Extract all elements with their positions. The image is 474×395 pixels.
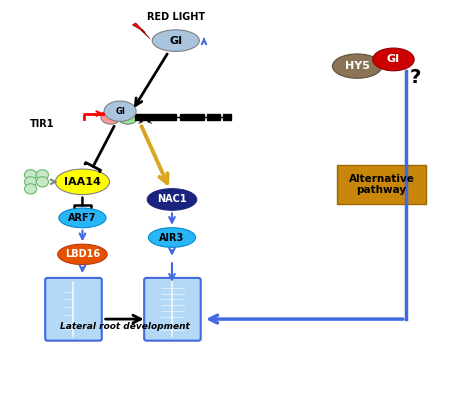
Ellipse shape bbox=[148, 228, 196, 247]
Circle shape bbox=[36, 169, 48, 180]
Ellipse shape bbox=[152, 30, 199, 51]
Ellipse shape bbox=[58, 244, 107, 265]
FancyBboxPatch shape bbox=[223, 114, 231, 120]
Ellipse shape bbox=[118, 112, 137, 124]
Text: HY5: HY5 bbox=[345, 61, 370, 71]
Text: Alternative
pathway: Alternative pathway bbox=[349, 174, 415, 196]
Ellipse shape bbox=[101, 110, 120, 124]
Circle shape bbox=[25, 184, 36, 194]
Text: GI: GI bbox=[115, 107, 125, 116]
FancyBboxPatch shape bbox=[207, 114, 220, 120]
Text: AIR3: AIR3 bbox=[159, 233, 184, 243]
Ellipse shape bbox=[59, 208, 106, 228]
Text: GI: GI bbox=[387, 55, 400, 64]
Circle shape bbox=[25, 169, 36, 180]
Polygon shape bbox=[132, 23, 150, 39]
Text: ARF7: ARF7 bbox=[68, 213, 97, 223]
Circle shape bbox=[36, 177, 48, 187]
FancyBboxPatch shape bbox=[45, 278, 102, 340]
FancyBboxPatch shape bbox=[135, 114, 176, 120]
Text: ?: ? bbox=[410, 68, 421, 87]
Text: NAC1: NAC1 bbox=[157, 194, 187, 205]
Ellipse shape bbox=[332, 54, 382, 78]
Text: GI: GI bbox=[169, 36, 182, 45]
Circle shape bbox=[25, 177, 36, 187]
Text: Lateral root development: Lateral root development bbox=[60, 322, 190, 331]
Text: LBD16: LBD16 bbox=[65, 249, 100, 260]
Ellipse shape bbox=[104, 101, 136, 121]
Text: IAA14: IAA14 bbox=[64, 177, 101, 187]
FancyBboxPatch shape bbox=[144, 278, 201, 340]
FancyBboxPatch shape bbox=[337, 165, 426, 204]
Text: TIR1: TIR1 bbox=[30, 119, 54, 129]
Ellipse shape bbox=[373, 48, 414, 71]
Ellipse shape bbox=[55, 169, 109, 195]
Text: RED LIGHT: RED LIGHT bbox=[146, 12, 205, 22]
FancyBboxPatch shape bbox=[180, 114, 204, 120]
Ellipse shape bbox=[147, 189, 197, 210]
